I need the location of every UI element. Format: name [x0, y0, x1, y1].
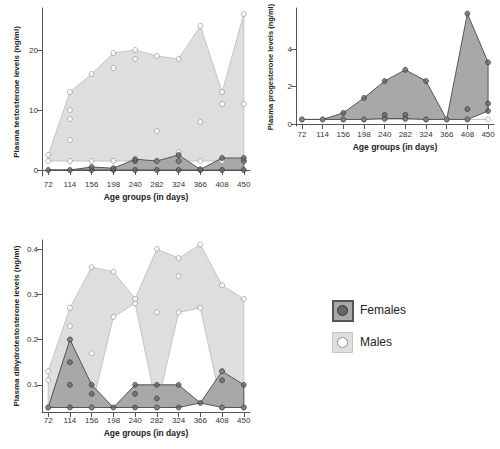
svg-text:Males: Males	[360, 335, 392, 349]
svg-text:Plasma testosterone levels (ng: Plasma testosterone levels (ng/ml)	[12, 26, 21, 158]
svg-text:450: 450	[237, 416, 251, 425]
svg-text:Age groups (in days): Age groups (in days)	[104, 192, 189, 202]
svg-text:366: 366	[194, 416, 208, 425]
svg-text:450: 450	[237, 180, 251, 189]
svg-text:366: 366	[440, 130, 454, 139]
svg-text:450: 450	[481, 130, 495, 139]
svg-text:282: 282	[150, 180, 164, 189]
svg-text:Females: Females	[360, 303, 406, 317]
svg-text:240: 240	[128, 180, 142, 189]
svg-text:0.4: 0.4	[27, 245, 39, 254]
svg-text:2: 2	[288, 82, 293, 91]
svg-text:156: 156	[85, 416, 99, 425]
svg-text:Plasma dihydrotestosterone lev: Plasma dihydrotestosterone levels (ng/ml…	[12, 245, 21, 406]
svg-text:114: 114	[316, 130, 329, 139]
svg-text:0: 0	[34, 166, 39, 175]
svg-text:408: 408	[215, 416, 229, 425]
svg-text:324: 324	[172, 180, 186, 189]
svg-text:Age groups (in days): Age groups (in days)	[353, 142, 438, 152]
svg-text:324: 324	[419, 130, 433, 139]
svg-text:0: 0	[288, 120, 293, 129]
svg-text:156: 156	[85, 180, 99, 189]
svg-text:72: 72	[44, 180, 53, 189]
svg-text:198: 198	[107, 180, 121, 189]
svg-text:282: 282	[399, 130, 413, 139]
svg-text:198: 198	[357, 130, 371, 139]
svg-text:20: 20	[29, 46, 38, 55]
svg-text:114: 114	[64, 180, 77, 189]
svg-text:72: 72	[44, 416, 53, 425]
svg-text:156: 156	[337, 130, 351, 139]
svg-text:4: 4	[288, 45, 293, 54]
svg-text:282: 282	[150, 416, 164, 425]
svg-text:408: 408	[461, 130, 475, 139]
svg-text:324: 324	[172, 416, 186, 425]
svg-text:10: 10	[29, 106, 38, 115]
svg-text:0.3: 0.3	[27, 290, 39, 299]
svg-text:72: 72	[297, 130, 306, 139]
svg-text:Plasma progesterone levels (ng: Plasma progesterone levels (ng/ml)	[266, 3, 275, 130]
svg-text:0.1: 0.1	[27, 380, 39, 389]
svg-text:114: 114	[64, 416, 77, 425]
svg-text:198: 198	[107, 416, 121, 425]
svg-text:240: 240	[128, 416, 142, 425]
svg-text:366: 366	[194, 180, 208, 189]
svg-text:0.2: 0.2	[27, 335, 39, 344]
svg-text:408: 408	[215, 180, 229, 189]
svg-text:Age groups (in days): Age groups (in days)	[104, 428, 189, 438]
svg-text:240: 240	[378, 130, 392, 139]
